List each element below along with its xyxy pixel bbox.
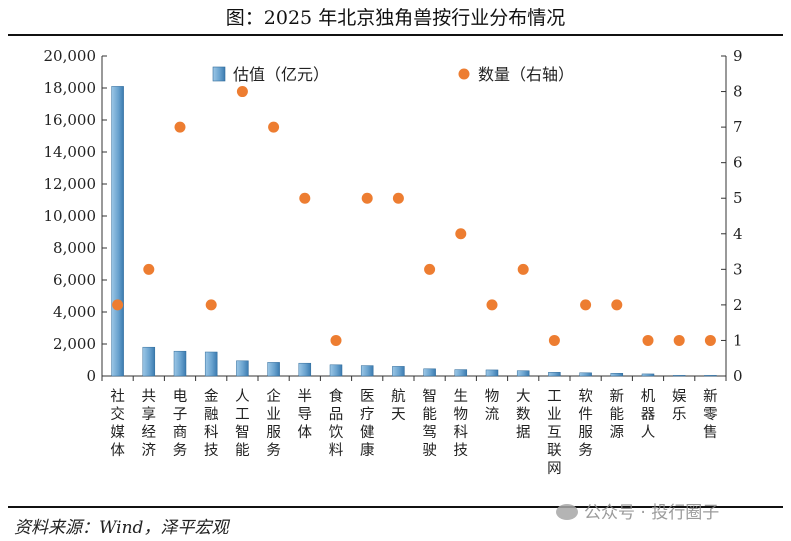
count-dot [673,334,685,346]
right-tick-label: 5 [733,189,743,207]
category-label: 共享经济 [142,388,157,459]
valuation-bar [579,372,592,377]
count-dot [517,263,529,275]
count-dot [548,334,560,346]
count-dot [424,263,436,275]
category-label: 新零售 [703,388,718,441]
legend-dot-swatch [458,68,470,80]
category-label: 电子商务 [173,388,188,459]
valuation-bar [423,368,436,377]
valuation-bar [111,86,124,377]
left-tick-label: 20,000 [44,47,97,65]
valuation-bar [173,350,187,377]
category-label: 航天 [391,388,406,423]
left-tick-label: 0 [86,367,96,385]
valuation-bar [672,375,686,377]
count-dot [143,263,155,275]
valuation-bar [610,373,624,377]
valuation-bar [392,366,405,377]
category-label: 人工智能 [235,388,250,459]
axes: 0 2,000 4,000 6,000 8,000 10,000 12,000 14,000 1… [44,47,743,477]
category-label: 食品饮料 [329,388,344,459]
valuation-bar [704,375,717,377]
watermark: 公众号 · 投行圈子 [556,498,719,523]
count-dot [392,192,404,204]
bars [111,86,717,377]
count-dot [642,334,654,346]
count-dot [611,299,623,311]
category-label: 娱乐 [672,388,687,423]
chart-area: 0 2,000 4,000 6,000 8,000 10,000 12,000 14,000 1… [44,47,743,477]
count-dot [361,192,373,204]
legend-bar-swatch [212,66,226,82]
legend: 估值（亿元） 数量（右轴） [212,65,574,84]
category-label: 机器人 [641,388,656,441]
right-tick-label: 9 [733,47,743,65]
left-tick-label: 14,000 [44,143,97,161]
valuation-bar [360,365,374,377]
category-label: 大数据 [516,388,531,441]
count-dot [455,228,467,240]
count-dot [112,299,124,311]
wechat-icon [556,504,578,520]
count-dot [299,192,311,204]
right-tick-label: 2 [733,296,743,314]
bottom-rule [8,506,783,508]
category-label: 智能驾驶 [422,388,437,459]
left-tick-label: 18,000 [44,79,97,97]
valuation-bar [204,351,218,377]
right-tick-label: 3 [733,260,743,278]
valuation-bar [485,369,499,377]
left-tick-label: 12,000 [44,175,97,193]
right-tick-label: 4 [733,225,743,243]
valuation-bar [267,362,280,377]
valuation-bar [329,364,343,377]
valuation-bar [454,369,468,377]
left-tick-label: 2,000 [53,335,96,353]
category-label: 新能源 [610,388,625,441]
category-label: 生物科技 [454,388,469,459]
valuation-bar [548,372,561,377]
valuation-bar [236,360,249,377]
left-tick-label: 8,000 [53,239,96,257]
right-tick-label: 8 [733,83,743,101]
right-tick-label: 7 [733,118,743,136]
count-dot [236,86,248,98]
chart-title: 图：2025 年北京独角兽按行业分布情况 [225,7,566,29]
category-label: 企业服务 [266,387,281,459]
right-tick-label: 6 [733,154,743,172]
category-label: 工业互联网 [547,389,562,477]
count-dot [704,334,716,346]
right-tick-label: 1 [733,331,743,349]
count-dot [330,334,342,346]
category-label: 社交媒体 [110,388,125,459]
valuation-bar [516,370,530,377]
legend-bar-label: 估值（亿元） [233,65,329,84]
count-dot [580,299,592,311]
count-dot [268,121,280,133]
valuation-bar [641,373,655,377]
legend-dot-label: 数量（右轴） [478,65,574,84]
top-rule [8,34,783,36]
count-dot [174,121,186,133]
right-tick-label: 0 [733,367,743,385]
left-tick-label: 16,000 [44,111,97,129]
left-tick-label: 4,000 [53,303,96,321]
category-label: 软件服务 [578,388,593,459]
category-label: 医疗健康 [360,389,375,459]
category-label: 物流 [485,388,500,423]
category-label: 金融科技 [204,388,219,459]
valuation-bar [298,362,312,377]
valuation-bar [142,346,156,377]
left-tick-label: 6,000 [53,271,96,289]
source-note: 资料来源：Wind，泽平宏观 [14,518,229,538]
left-tick-label: 10,000 [44,207,97,225]
dots [112,86,716,346]
count-dot [486,299,498,311]
watermark-text: 公众号 · 投行圈子 [584,503,720,523]
category-label: 半导体 [298,388,313,441]
count-dot [205,299,217,311]
